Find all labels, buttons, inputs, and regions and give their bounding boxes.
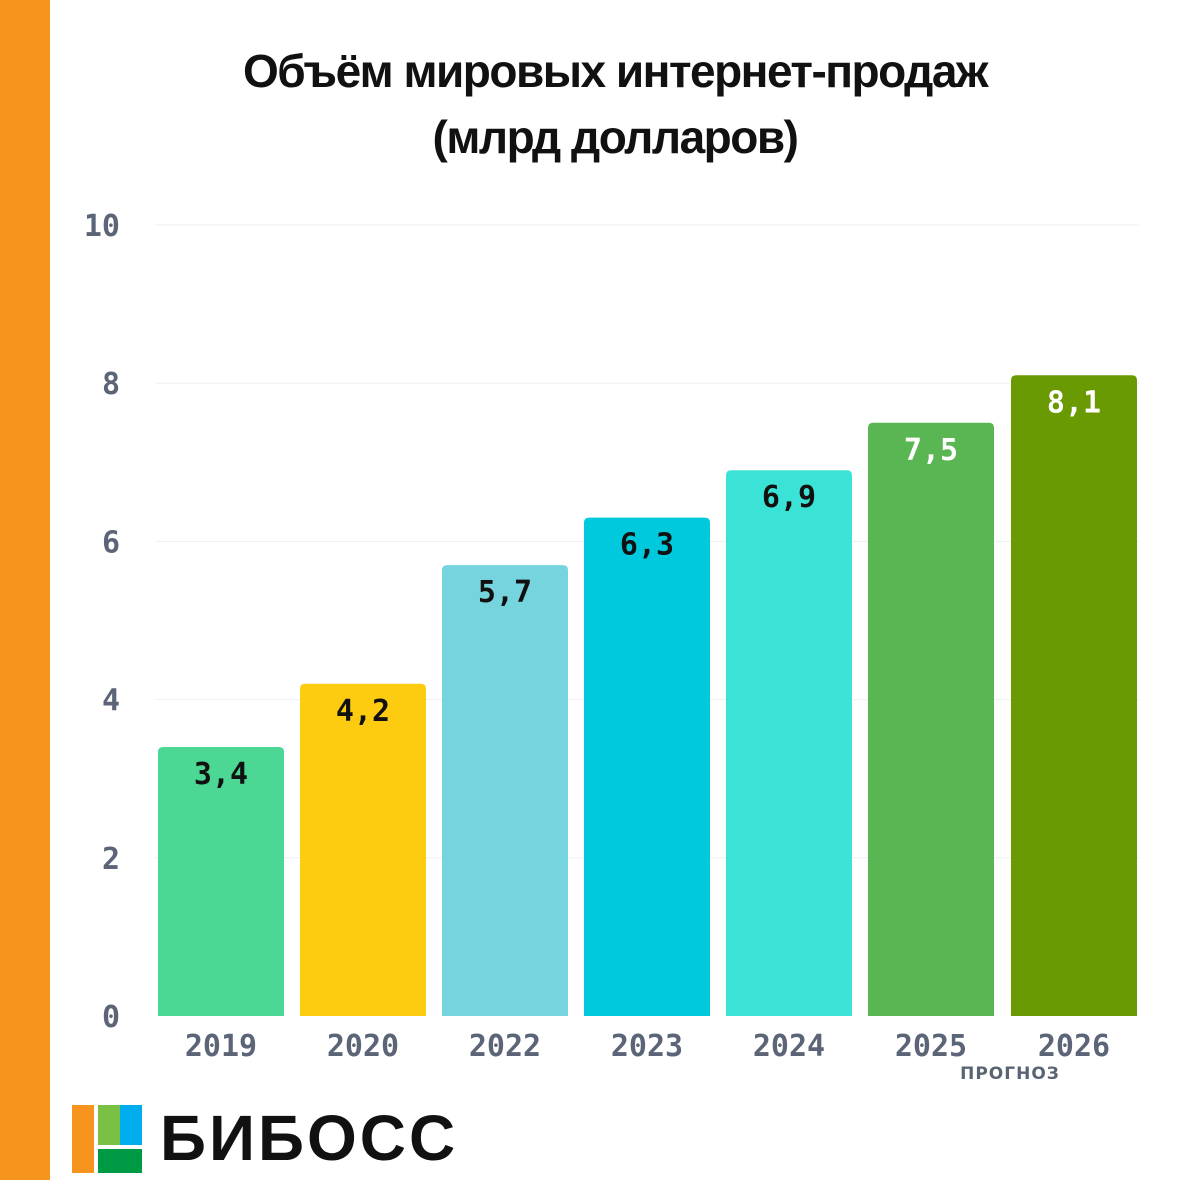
forecast-annotation: ПРОГНОЗ xyxy=(960,1064,1060,1084)
logo-block xyxy=(72,1105,94,1173)
data-label: 6,3 xyxy=(620,528,674,563)
bar-2025 xyxy=(868,422,994,1016)
y-tick-label: 8 xyxy=(102,367,120,402)
bibos-logo-icon xyxy=(72,1105,142,1173)
y-tick-label: 4 xyxy=(102,684,120,719)
data-label: 8,1 xyxy=(1047,385,1101,420)
bar-2022 xyxy=(442,565,568,1016)
bar-2020 xyxy=(300,683,426,1016)
data-label: 6,9 xyxy=(762,480,816,515)
bar-2024 xyxy=(726,470,852,1017)
side-accent-stripe xyxy=(0,0,50,1180)
bar-2026 xyxy=(1011,375,1137,1016)
bar-2019 xyxy=(158,747,284,1016)
x-tick-label: 2019 xyxy=(185,1029,257,1064)
x-tick-label: 2022 xyxy=(469,1029,541,1064)
data-label: 5,7 xyxy=(478,575,532,610)
brand-name: БИБОСС xyxy=(160,1102,459,1174)
chart-title: Объём мировых интернет-продаж (млрд долл… xyxy=(50,38,1180,170)
x-tick-label: 2026 xyxy=(1038,1029,1110,1064)
logo-block xyxy=(120,1105,142,1145)
x-tick-label: 2024 xyxy=(753,1029,825,1064)
x-tick-label: 2025 xyxy=(895,1029,967,1064)
data-label: 7,5 xyxy=(904,433,958,468)
logo-block xyxy=(98,1105,120,1145)
data-label: 4,2 xyxy=(336,694,390,729)
data-label: 3,4 xyxy=(194,757,248,792)
x-tick-label: 2023 xyxy=(611,1029,683,1064)
chart-title-line-2: (млрд долларов) xyxy=(432,111,799,163)
y-tick-label: 6 xyxy=(102,525,120,560)
y-tick-label: 0 xyxy=(102,1000,120,1035)
y-tick-label: 10 xyxy=(84,209,120,244)
y-tick-label: 2 xyxy=(102,842,120,877)
chart-title-line-1: Объём мировых интернет-продаж xyxy=(242,45,989,97)
bar-2023 xyxy=(584,517,710,1016)
x-tick-label: 2020 xyxy=(327,1029,399,1064)
logo-block xyxy=(98,1149,142,1173)
